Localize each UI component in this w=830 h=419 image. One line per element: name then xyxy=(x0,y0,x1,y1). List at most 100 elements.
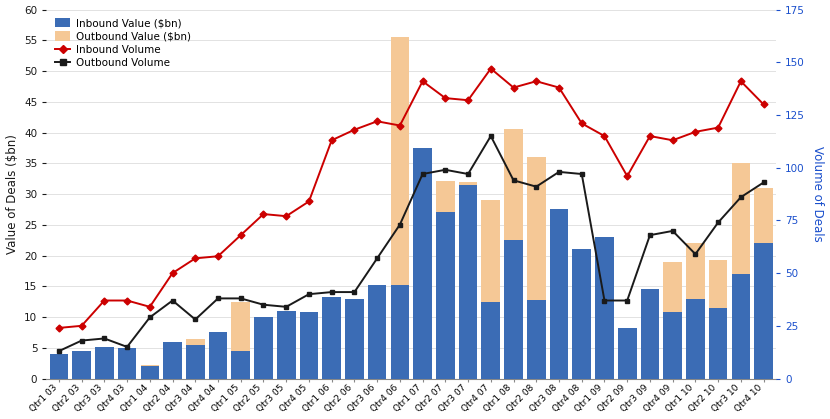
Bar xyxy=(663,312,682,378)
Bar xyxy=(164,361,182,378)
Bar xyxy=(413,243,432,378)
Outbound Volume xyxy=(122,344,132,349)
Outbound Volume xyxy=(509,178,519,183)
Inbound Volume xyxy=(759,102,769,107)
Bar xyxy=(731,163,750,378)
Outbound Volume xyxy=(372,256,382,261)
Bar xyxy=(95,367,114,378)
Inbound Volume xyxy=(622,173,632,178)
Bar xyxy=(527,157,545,378)
Inbound Volume xyxy=(168,271,178,276)
Bar xyxy=(391,285,409,378)
Bar xyxy=(277,311,295,378)
Outbound Volume xyxy=(213,296,223,301)
Outbound Volume xyxy=(100,336,110,341)
Bar xyxy=(345,306,364,378)
Bar xyxy=(368,285,387,378)
Outbound Volume xyxy=(327,290,337,295)
Bar xyxy=(504,129,523,378)
Bar xyxy=(709,308,727,378)
Inbound Volume xyxy=(145,304,155,309)
Bar xyxy=(50,377,68,378)
Inbound Volume xyxy=(441,96,451,101)
Bar xyxy=(459,182,477,378)
Outbound Volume xyxy=(554,169,564,174)
Outbound Volume xyxy=(236,296,246,301)
Outbound Volume xyxy=(486,134,496,139)
Bar xyxy=(686,299,705,378)
Bar xyxy=(300,312,318,378)
Bar xyxy=(459,185,477,378)
Outbound Volume xyxy=(622,298,632,303)
Bar xyxy=(322,297,341,378)
Inbound Volume xyxy=(304,199,314,204)
Line: Outbound Volume: Outbound Volume xyxy=(56,134,766,354)
Inbound Volume xyxy=(509,85,519,90)
Inbound Volume xyxy=(54,326,64,331)
Outbound Volume xyxy=(190,317,200,322)
Inbound Volume xyxy=(100,298,110,303)
Bar xyxy=(208,332,227,378)
Inbound Volume xyxy=(645,134,655,139)
Bar xyxy=(277,322,295,378)
Inbound Volume xyxy=(281,214,291,219)
Bar xyxy=(95,347,114,378)
Inbound Volume xyxy=(667,138,677,143)
Bar xyxy=(436,212,455,378)
Bar xyxy=(663,262,682,378)
Bar xyxy=(164,341,182,378)
Bar xyxy=(641,290,659,378)
Inbound Volume xyxy=(417,79,427,84)
Bar xyxy=(731,274,750,378)
Bar xyxy=(186,345,205,378)
Inbound Volume xyxy=(577,121,587,126)
Outbound Volume xyxy=(577,171,587,176)
Inbound Volume xyxy=(554,85,564,90)
Legend: Inbound Value ($bn), Outbound Value ($bn), Inbound Volume, Outbound Volume: Inbound Value ($bn), Outbound Value ($bn… xyxy=(51,15,193,71)
Bar xyxy=(686,243,705,378)
Bar xyxy=(549,256,569,378)
Outbound Volume xyxy=(395,222,405,227)
Bar xyxy=(573,283,591,378)
Bar xyxy=(527,300,545,378)
Bar xyxy=(573,249,591,378)
Bar xyxy=(254,336,273,378)
Bar xyxy=(504,240,523,378)
Inbound Volume xyxy=(531,79,541,84)
Outbound Volume xyxy=(599,298,609,303)
Bar xyxy=(345,299,364,378)
Outbound Volume xyxy=(736,195,746,200)
Outbound Volume xyxy=(76,338,86,343)
Bar xyxy=(118,363,136,378)
Inbound Volume xyxy=(736,79,746,84)
Outbound Volume xyxy=(304,292,314,297)
Bar xyxy=(140,366,159,378)
Bar xyxy=(481,302,500,378)
Inbound Volume xyxy=(463,98,473,103)
Inbound Volume xyxy=(599,134,609,139)
Outbound Volume xyxy=(531,184,541,189)
Inbound Volume xyxy=(327,138,337,143)
Outbound Volume xyxy=(417,171,427,176)
Bar xyxy=(413,148,432,378)
Bar xyxy=(754,188,773,378)
Inbound Volume xyxy=(349,127,359,132)
Inbound Volume xyxy=(258,212,268,217)
Bar xyxy=(754,243,773,378)
Outbound Volume xyxy=(258,302,268,307)
Outbound Volume xyxy=(667,228,677,233)
Outbound Volume xyxy=(168,298,178,303)
Outbound Volume xyxy=(349,290,359,295)
Inbound Volume xyxy=(691,129,701,134)
Bar xyxy=(50,354,68,378)
Bar xyxy=(618,328,637,378)
Outbound Volume xyxy=(713,220,723,225)
Inbound Volume xyxy=(486,66,496,71)
Inbound Volume xyxy=(395,123,405,128)
Bar xyxy=(595,237,614,378)
Bar xyxy=(232,302,250,378)
Bar xyxy=(641,332,659,378)
Inbound Volume xyxy=(372,119,382,124)
Bar xyxy=(118,348,136,378)
Y-axis label: Value of Deals ($bn): Value of Deals ($bn) xyxy=(6,134,18,254)
